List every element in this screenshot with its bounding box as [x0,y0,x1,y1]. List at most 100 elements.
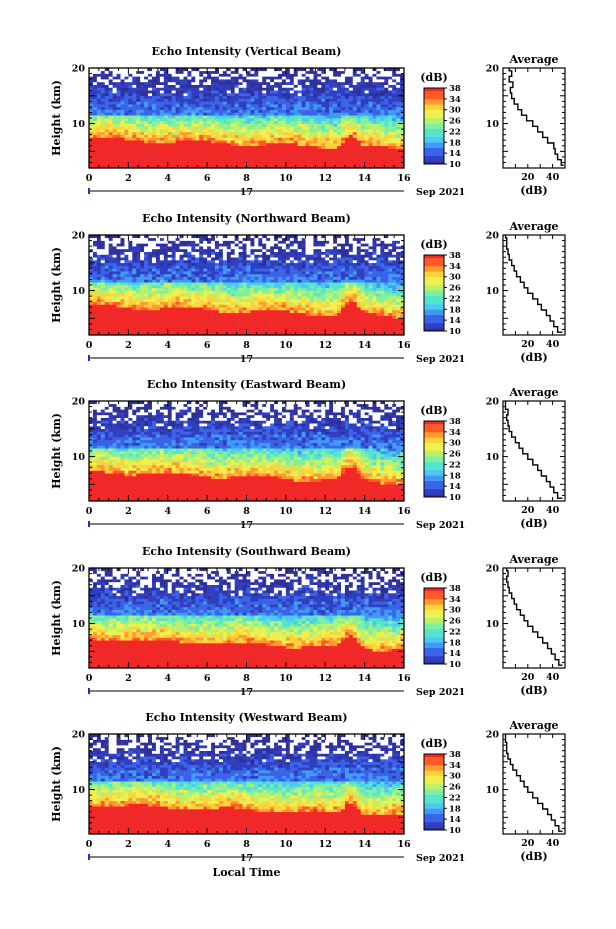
heatmap-cell [329,120,334,124]
heatmap-cell [191,68,196,72]
heatmap-cell [396,143,401,147]
heatmap-cell [281,106,287,110]
heatmap-cell [230,162,235,166]
heatmap-cell [400,148,405,152]
heatmap-cell [297,106,302,110]
heatmap-cell [352,81,358,85]
heatmap-cell [132,282,137,286]
heatmap-cell [380,84,385,88]
heatmap-cell [112,134,117,138]
heatmap-cell [211,87,216,91]
heatmap-cell [89,106,94,110]
heatmap-cell [152,282,157,286]
heatmap-cell [128,321,133,325]
heatmap-cell [132,134,137,138]
heatmap-cell [348,68,354,72]
heatmap-cell [215,156,220,160]
heatmap-cell [108,140,113,144]
heatmap-cell [144,101,149,105]
heatmap-cell [356,79,361,83]
heatmap-cell [289,159,295,163]
heatmap-cell [254,323,259,327]
heatmap-cell [140,134,145,138]
heatmap-cell [116,318,121,322]
heatmap-cell [207,112,212,116]
heatmap-cell [171,329,176,333]
heatmap-cell [120,76,125,80]
heatmap-cell [246,151,251,155]
heatmap-cell [175,131,180,135]
heatmap-cell [140,87,145,91]
heatmap-cell [238,262,243,266]
heatmap-cell [148,246,153,250]
heatmap-cell [368,123,373,127]
heatmap-cell [132,104,137,108]
heatmap-cell [222,262,228,266]
heatmap-cell [167,262,172,266]
heatmap-cell [116,118,121,122]
heatmap-cell [352,137,358,141]
heatmap-cell [112,137,117,141]
heatmap-cell [179,81,184,85]
heatmap-cell [293,104,298,108]
heatmap-cell [96,271,102,275]
heatmap-cell [211,315,216,319]
heatmap-cell [108,243,113,247]
heatmap-cell [207,301,212,305]
heatmap-cell [309,156,314,160]
heatmap-cell [112,301,117,305]
heatmap-cell [132,326,137,330]
heatmap-cell [396,70,401,74]
heatmap-cell [258,129,263,133]
heatmap-cell [211,293,216,297]
heatmap-cell [163,134,169,138]
heatmap-cell [329,118,334,122]
heatmap-cell [246,307,251,311]
heatmap-cell [136,326,141,330]
heatmap-cell [250,156,255,160]
heatmap-cell [380,68,385,72]
heatmap-cell [132,251,137,255]
heatmap-cell [242,310,247,314]
heatmap-cell [132,109,137,113]
heatmap-cell [100,73,106,77]
heatmap-cell [89,151,94,155]
heatmap-cell [183,134,188,138]
heatmap-cell [191,70,196,74]
heatmap-cell [183,246,188,250]
heatmap-cell [207,312,212,316]
heatmap-cell [112,156,117,160]
heatmap-cell [100,262,106,266]
heatmap-cell [368,73,373,77]
heatmap-cell [167,318,172,322]
heatmap-cell [155,70,161,74]
colorbar-swatch [424,161,444,165]
heatmap-cell [242,321,247,325]
colorbar-frame [423,87,445,165]
heatmap-cell [100,290,106,294]
heatmap-cell [195,326,200,330]
heatmap-cell [152,159,157,163]
heatmap-cell [230,87,235,91]
heatmap-cell [274,95,279,99]
heatmap-cell [140,301,145,305]
heatmap-cell [285,329,291,333]
heatmap-cell [380,143,385,147]
heatmap-cell [281,134,287,138]
heatmap-cell [262,106,267,110]
heatmap-cell [159,271,165,275]
heatmap-cell [281,287,287,291]
heatmap-cell [211,290,216,294]
heatmap-cell [171,285,176,289]
heatmap-cell [297,140,302,144]
heatmap-cell [140,318,145,322]
heatmap-cell [246,235,251,239]
heatmap-cell [258,145,263,149]
heatmap-cell [92,143,98,147]
heatmap-cell [242,68,247,72]
x-tick-label: 8 [243,173,250,184]
heatmap-cell [163,140,169,144]
heatmap-cell [155,293,161,297]
heatmap-cell [360,101,365,105]
heatmap-cell [285,115,291,119]
